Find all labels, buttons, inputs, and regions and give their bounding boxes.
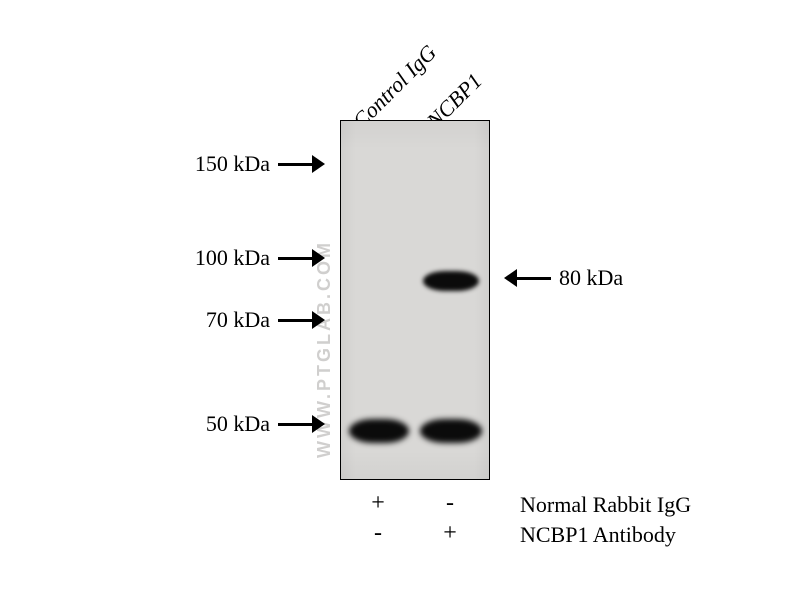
mw-label: 100 kDa bbox=[160, 245, 270, 271]
mw-arrow bbox=[278, 415, 325, 433]
condition-mark: + bbox=[438, 520, 462, 547]
mw-arrow bbox=[278, 249, 325, 267]
condition-mark: - bbox=[438, 490, 462, 517]
target-arrow-icon bbox=[504, 269, 551, 287]
blot-band bbox=[420, 419, 482, 443]
mw-arrow bbox=[278, 311, 325, 329]
blot-band bbox=[423, 271, 479, 291]
mw-label: 150 kDa bbox=[160, 151, 270, 177]
target-band-label: 80 kDa bbox=[559, 265, 623, 291]
mw-label: 70 kDa bbox=[160, 307, 270, 333]
figure-container: Control IgG NCBP1 WWW.PTGLAB.COM 150 kDa… bbox=[80, 20, 720, 580]
condition-mark: - bbox=[366, 520, 390, 547]
blot-membrane bbox=[340, 120, 490, 480]
condition-label: NCBP1 Antibody bbox=[520, 522, 676, 548]
condition-mark: + bbox=[366, 490, 390, 517]
mw-arrow bbox=[278, 155, 325, 173]
blot-band bbox=[349, 419, 409, 443]
condition-label: Normal Rabbit IgG bbox=[520, 492, 691, 518]
mw-label: 50 kDa bbox=[160, 411, 270, 437]
